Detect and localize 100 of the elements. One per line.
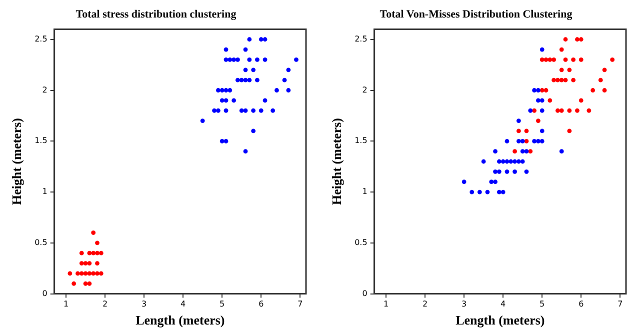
point: [512, 169, 517, 174]
point: [563, 78, 568, 82]
point: [524, 138, 529, 144]
point: [559, 108, 564, 113]
point: [258, 108, 264, 113]
point: [83, 271, 88, 276]
point: [532, 108, 537, 113]
point: [95, 250, 100, 256]
point: [575, 37, 580, 42]
point: [286, 88, 291, 92]
point: [602, 68, 607, 72]
point: [489, 180, 494, 184]
y-tick-label: 1.5: [34, 136, 48, 146]
point: [540, 138, 544, 144]
y-tick-label: 1: [362, 187, 368, 196]
point: [544, 88, 548, 92]
point: [496, 159, 502, 164]
point: [251, 128, 256, 134]
x-tick-label: 4: [180, 300, 186, 309]
point: [239, 108, 244, 113]
point: [493, 180, 498, 184]
point: [76, 271, 80, 276]
point: [91, 250, 96, 256]
point: [255, 78, 260, 82]
point: [567, 108, 572, 113]
x-tick-label: 5: [540, 300, 545, 309]
point: [216, 108, 220, 113]
y-tick-label: 1.5: [354, 136, 368, 146]
point: [224, 47, 228, 52]
x-tick-label: 3: [462, 300, 467, 309]
point: [536, 88, 540, 92]
point: [236, 78, 240, 82]
point: [500, 190, 506, 194]
point: [83, 281, 88, 286]
point: [87, 261, 92, 266]
point: [262, 58, 268, 62]
point: [504, 169, 510, 174]
point: [556, 108, 560, 113]
point: [512, 159, 517, 164]
point: [540, 47, 544, 52]
point: [586, 108, 592, 113]
point: [528, 108, 533, 113]
point: [247, 37, 252, 42]
y-tick-label: 1: [42, 187, 48, 196]
point: [567, 128, 572, 134]
point: [98, 250, 104, 256]
point: [536, 138, 540, 144]
point: [610, 58, 615, 62]
y-tick-label: 2: [362, 85, 368, 94]
x-tick-label: 5: [220, 300, 225, 309]
point: [243, 108, 248, 113]
point: [87, 250, 92, 256]
point: [496, 169, 502, 174]
point: [540, 108, 544, 113]
point: [496, 190, 502, 194]
point: [220, 138, 224, 144]
point: [571, 78, 576, 82]
point: [504, 138, 510, 144]
point: [520, 159, 525, 164]
x-tick-label: 3: [142, 300, 147, 309]
point: [95, 271, 100, 276]
point: [578, 58, 584, 62]
point: [524, 128, 529, 134]
point: [79, 271, 84, 276]
point: [247, 58, 252, 62]
point: [536, 118, 540, 123]
point: [504, 159, 510, 164]
point: [79, 250, 84, 256]
point: [485, 190, 490, 194]
point: [462, 180, 466, 184]
point: [224, 88, 228, 92]
point: [559, 78, 564, 82]
y-tick-label: 2: [42, 85, 48, 94]
point: [516, 128, 521, 134]
point: [532, 138, 537, 144]
point: [216, 88, 220, 92]
point: [500, 159, 506, 164]
point: [258, 37, 264, 42]
point: [95, 261, 100, 266]
y-tick-label: 0: [362, 288, 368, 298]
point: [72, 281, 76, 286]
x-tick-label: 6: [258, 300, 264, 309]
point: [540, 58, 544, 62]
point: [247, 78, 252, 82]
point: [243, 47, 248, 52]
point: [228, 58, 232, 62]
point: [516, 159, 521, 164]
point: [239, 78, 244, 82]
point: [559, 68, 564, 72]
point: [481, 159, 486, 164]
point: [540, 128, 544, 134]
point: [255, 58, 260, 62]
y-tick-label: 0.5: [354, 238, 368, 247]
point: [83, 261, 88, 266]
point: [516, 138, 521, 144]
y-axis-title: Height (meters): [329, 118, 344, 205]
point: [200, 118, 205, 123]
point: [540, 88, 544, 92]
x-tick-label: 4: [500, 300, 506, 309]
point: [548, 58, 552, 62]
